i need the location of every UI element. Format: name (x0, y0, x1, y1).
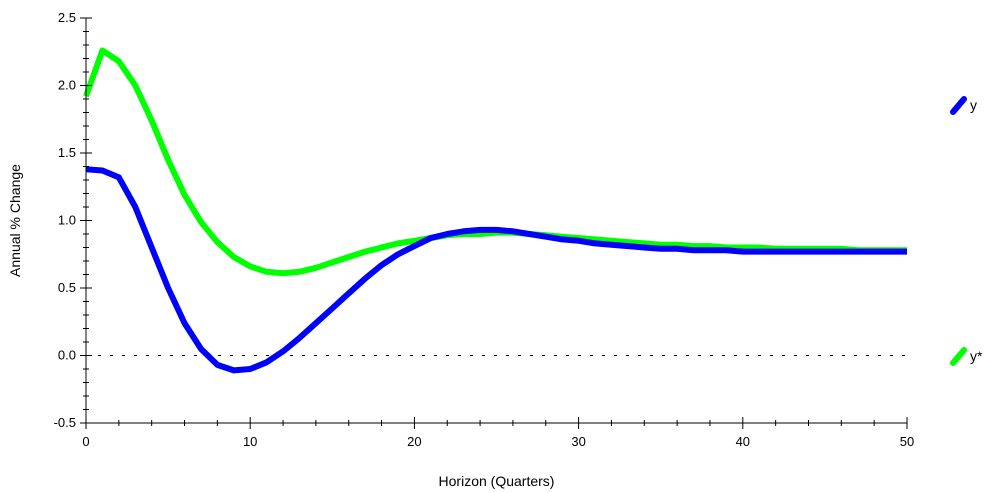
axes (85, 18, 907, 424)
x-axis-ticks: 0 10 20 30 40 50 (82, 417, 914, 449)
y-tick-label: 0.0 (58, 348, 76, 363)
legend-swatch-y-star (950, 347, 967, 366)
legend-label-y-star: y* (970, 348, 983, 364)
x-axis-title: Horizon (Quarters) (439, 473, 555, 489)
x-tick-label: 0 (82, 434, 89, 449)
series-line-y-star (83, 47, 907, 277)
x-tick-label: 20 (407, 434, 421, 449)
x-tick-label: 10 (243, 434, 257, 449)
x-tick-label: 30 (571, 434, 585, 449)
y-tick-label: -0.5 (54, 415, 76, 430)
y-tick-label: 0.5 (58, 280, 76, 295)
y-tick-label: 2.5 (58, 10, 76, 25)
y-tick-label: 1.5 (58, 145, 76, 160)
y-tick-label: 1.0 (58, 213, 76, 228)
y-axis-title: Annual % Change (7, 164, 23, 277)
y-tick-label: 2.0 (58, 78, 76, 93)
legend-label-y: y (970, 97, 977, 113)
legend-swatch-y (950, 96, 967, 115)
y-axis-ticks: -0.5 0.0 0.5 1.0 1.5 2.0 2.5 (54, 10, 92, 430)
series-line-y (85, 166, 907, 374)
legend: y y* (950, 96, 983, 366)
x-tick-label: 40 (736, 434, 750, 449)
series-lines (83, 47, 907, 374)
x-tick-label: 50 (900, 434, 914, 449)
